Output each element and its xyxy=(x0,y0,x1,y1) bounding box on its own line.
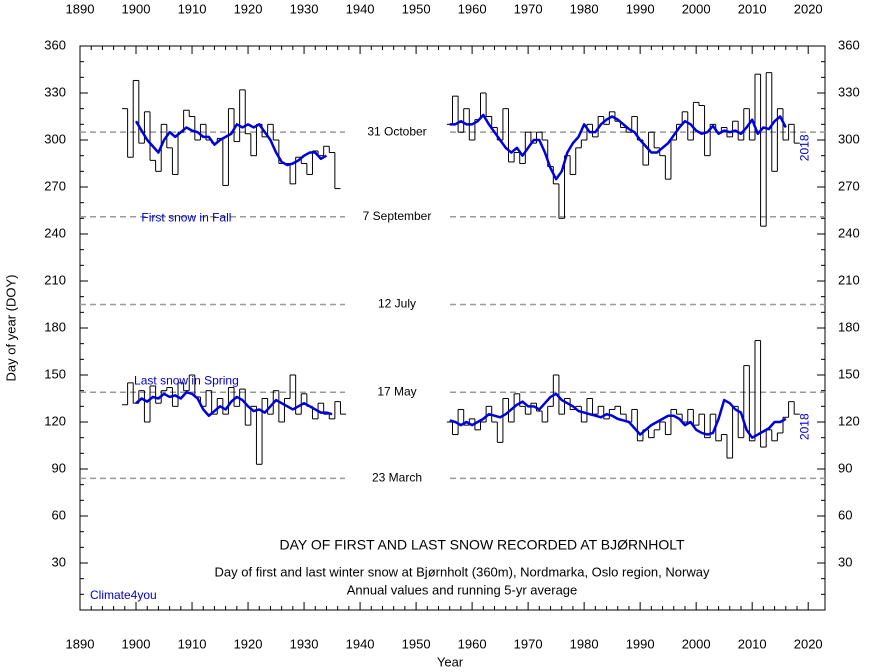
x-tick-label: 1920 xyxy=(234,636,263,651)
x-tick-label: 1990 xyxy=(626,636,655,651)
annotation: First snow in Fall xyxy=(141,211,231,225)
x-tick-label: 1950 xyxy=(402,636,431,651)
y-tick-label: 120 xyxy=(838,413,860,428)
y-tick-label: 90 xyxy=(52,460,66,475)
x-tick-label: 1910 xyxy=(178,1,207,16)
x-tick-label: 2000 xyxy=(682,1,711,16)
y-tick-label: 30 xyxy=(838,554,852,569)
x-tick-label: 2020 xyxy=(794,636,823,651)
x-tick-label: 1900 xyxy=(122,1,151,16)
x-tick-label: 1890 xyxy=(66,1,95,16)
x-tick-label: 1910 xyxy=(178,636,207,651)
chart-subtitle: Day of first and last winter snow at Bjø… xyxy=(215,564,710,579)
x-tick-label: 1970 xyxy=(514,1,543,16)
running-average xyxy=(134,120,328,167)
annotation: 2018 xyxy=(798,134,812,161)
running-average xyxy=(449,392,787,439)
y-axis-label: Day of year (DOY) xyxy=(3,275,18,382)
reference-label: 31 October xyxy=(367,124,426,138)
y-tick-label: 180 xyxy=(838,319,860,334)
x-tick-label: 1900 xyxy=(122,636,151,651)
chart-subtitle: Annual values and running 5-yr average xyxy=(347,582,578,597)
x-tick-label: 1980 xyxy=(570,636,599,651)
y-tick-label: 60 xyxy=(52,507,66,522)
y-tick-label: 90 xyxy=(838,460,852,475)
x-tick-label: 2010 xyxy=(738,636,767,651)
y-tick-label: 360 xyxy=(838,37,860,52)
y-tick-label: 270 xyxy=(44,178,66,193)
reference-label: 17 May xyxy=(377,384,416,398)
x-tick-label: 1930 xyxy=(290,1,319,16)
x-tick-label: 1940 xyxy=(346,636,375,651)
y-tick-label: 360 xyxy=(44,37,66,52)
x-tick-label: 1990 xyxy=(626,1,655,16)
y-tick-label: 210 xyxy=(44,272,66,287)
y-tick-label: 150 xyxy=(44,366,66,381)
source: Climate4you xyxy=(90,588,157,602)
chart-title: DAY OF FIRST AND LAST SNOW RECORDED AT B… xyxy=(279,537,684,553)
x-tick-label: 2000 xyxy=(682,636,711,651)
x-axis-label: Year xyxy=(437,654,464,669)
y-tick-label: 150 xyxy=(838,366,860,381)
running-average xyxy=(135,390,333,417)
x-tick-label: 1960 xyxy=(458,1,487,16)
x-tick-label: 1890 xyxy=(66,636,95,651)
y-tick-label: 30 xyxy=(52,554,66,569)
y-tick-label: 240 xyxy=(44,225,66,240)
x-tick-label: 1980 xyxy=(570,1,599,16)
y-tick-label: 120 xyxy=(44,413,66,428)
x-tick-label: 1950 xyxy=(402,1,431,16)
running-average xyxy=(449,113,787,181)
x-tick-label: 1930 xyxy=(290,636,319,651)
y-tick-label: 330 xyxy=(44,84,66,99)
y-tick-label: 300 xyxy=(44,131,66,146)
x-tick-label: 1920 xyxy=(234,1,263,16)
annotation: Last snow in Spring xyxy=(134,373,239,387)
annotation: 2018 xyxy=(798,413,812,440)
y-tick-label: 270 xyxy=(838,178,860,193)
x-tick-label: 1960 xyxy=(458,636,487,651)
y-tick-label: 300 xyxy=(838,131,860,146)
reference-label: 12 July xyxy=(378,297,416,311)
y-tick-label: 330 xyxy=(838,84,860,99)
reference-label: 23 March xyxy=(372,471,422,485)
x-tick-label: 2020 xyxy=(794,1,823,16)
reference-label: 7 September xyxy=(363,209,432,223)
y-tick-label: 180 xyxy=(44,319,66,334)
x-tick-label: 1970 xyxy=(514,636,543,651)
y-tick-label: 210 xyxy=(838,272,860,287)
y-tick-label: 60 xyxy=(838,507,852,522)
y-tick-label: 240 xyxy=(838,225,860,240)
x-tick-label: 1940 xyxy=(346,1,375,16)
x-tick-label: 2010 xyxy=(738,1,767,16)
